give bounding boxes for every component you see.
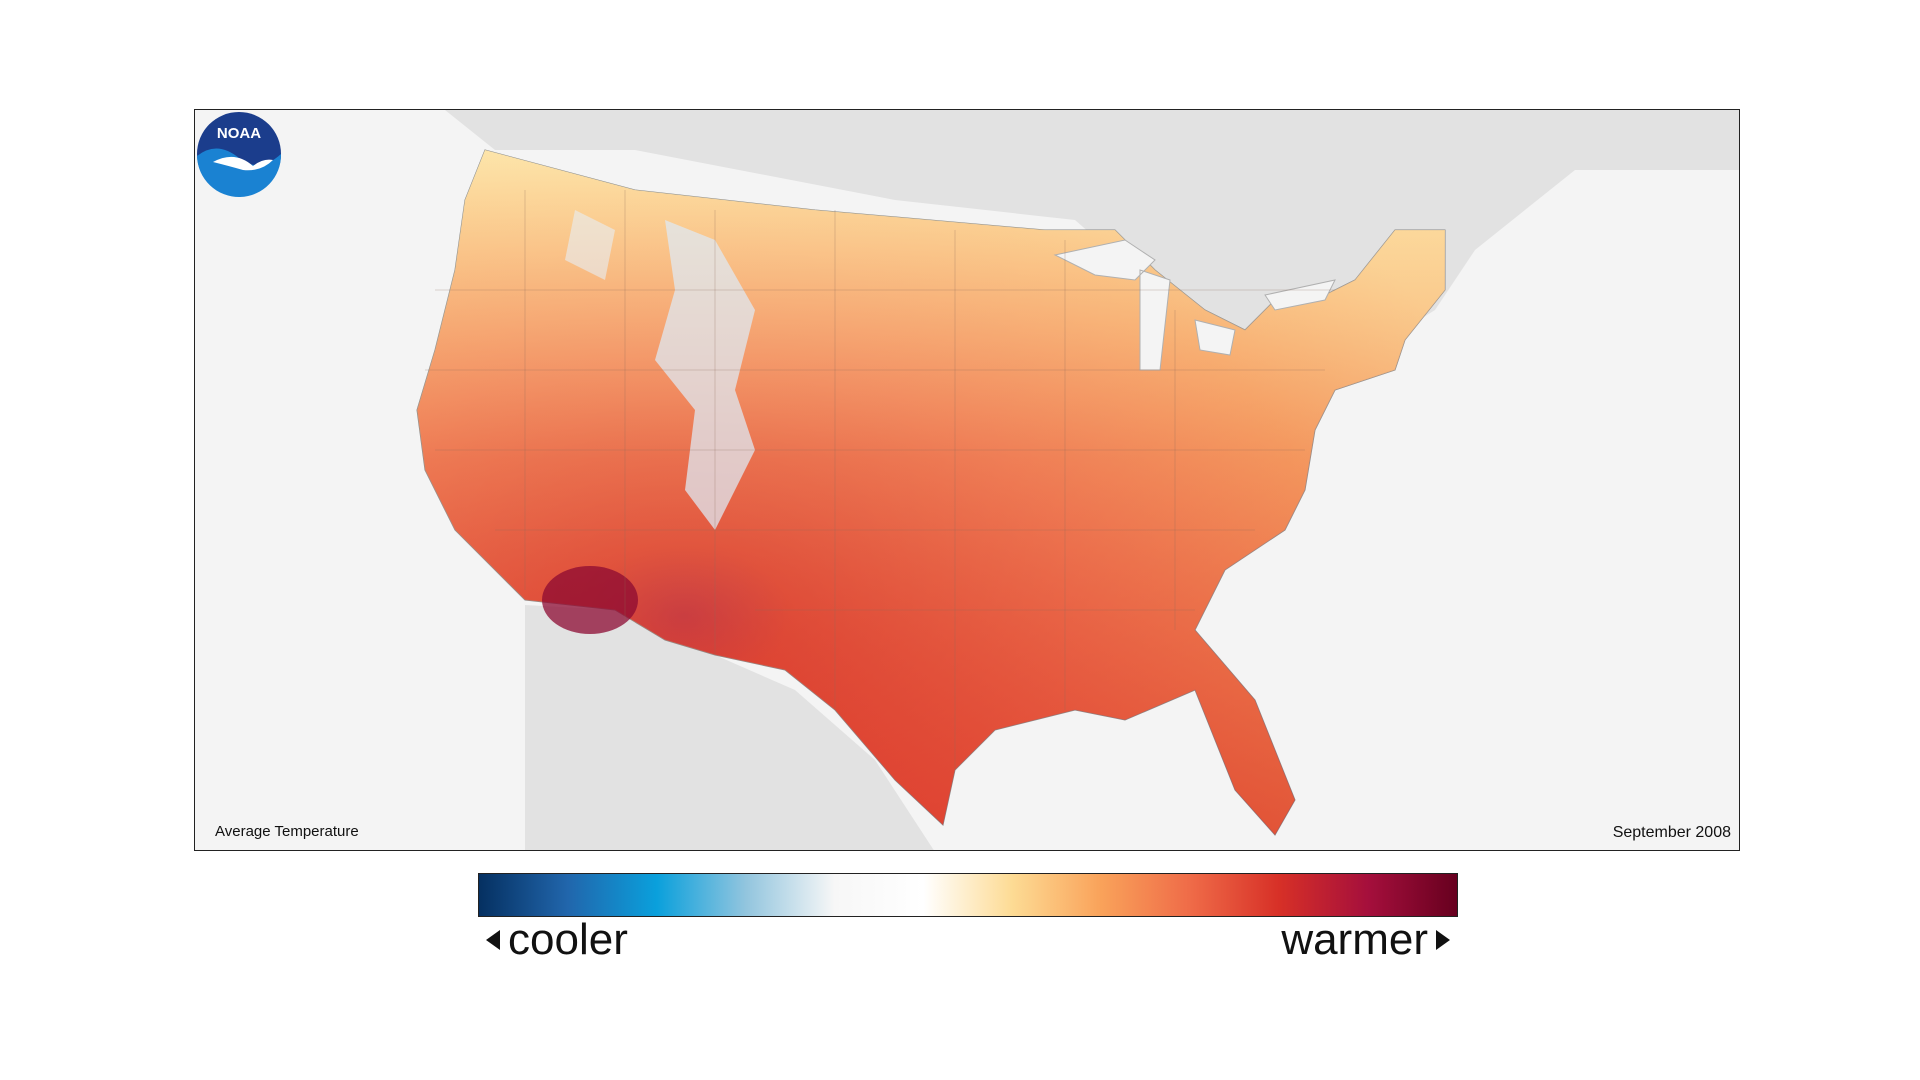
color-scale-bar <box>478 873 1458 917</box>
mexico-landmass <box>525 605 934 850</box>
rocky-mountains-cool-region <box>655 220 755 530</box>
cooler-label: cooler <box>508 915 628 964</box>
left-arrow-icon <box>486 930 500 950</box>
map-date-label: September 2008 <box>1612 824 1731 841</box>
map-layer-label: Average Temperature <box>215 823 359 840</box>
legend-cooler: cooler <box>486 915 628 965</box>
great-lakes <box>1053 239 1336 371</box>
warmer-label: warmer <box>1281 915 1428 964</box>
desert-hot-spot <box>542 566 638 634</box>
right-arrow-icon <box>1436 930 1450 950</box>
legend-warmer: warmer <box>1281 915 1450 965</box>
temperature-map: NOAA Average Temperature September 2008 <box>194 109 1740 851</box>
noaa-logo-text: NOAA <box>217 125 261 142</box>
state-borders <box>425 190 1335 770</box>
map-graphic <box>416 110 1739 850</box>
noaa-logo: NOAA <box>197 112 282 197</box>
